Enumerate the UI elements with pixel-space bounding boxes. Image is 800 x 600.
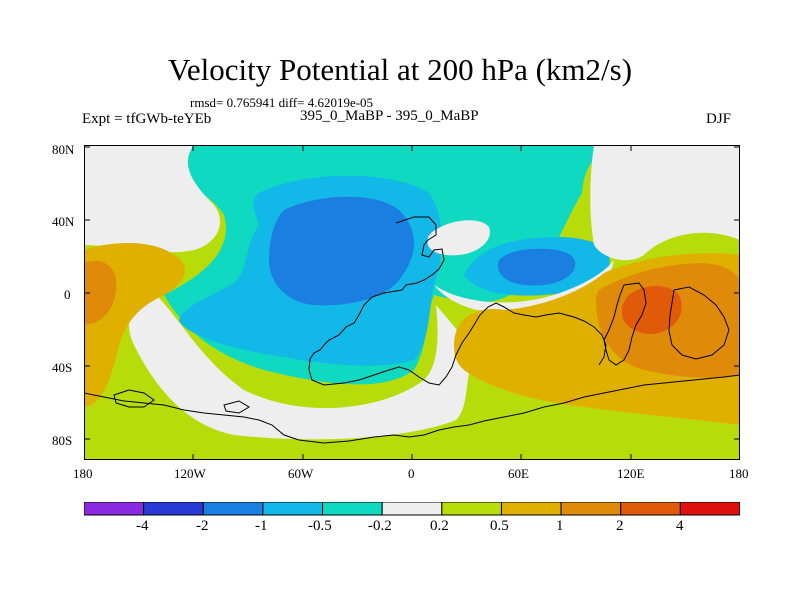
y-tick-label: 0 (64, 287, 71, 302)
colorbar-label: -1 (255, 518, 268, 534)
colorbar-label: 0.2 (430, 518, 449, 534)
colorbar-box (202, 502, 264, 516)
field-blue-west (269, 196, 414, 306)
field-white-blob (427, 220, 490, 256)
colorbar-box (262, 502, 324, 516)
colorbar-label: 0.5 (490, 518, 509, 534)
colorbar-label: -0.5 (308, 518, 332, 534)
x-tick-label: 120E (617, 466, 645, 481)
colorbar-label: -0.2 (368, 518, 392, 534)
colorbar-label: 2 (616, 518, 624, 534)
colorbar-box (560, 502, 622, 516)
colorbar-label: -2 (196, 518, 209, 534)
y-tick-label: 40S (52, 360, 73, 375)
x-tick-label: 60E (508, 466, 529, 481)
coastline-southern-landmass (84, 374, 740, 444)
x-tick-label: 120W (174, 466, 206, 481)
colorbar-label: -4 (136, 518, 149, 534)
field-white-north-east (590, 145, 740, 261)
colorbar-box (620, 502, 681, 516)
y-tick-label: 80N (52, 142, 75, 157)
colorbar-box (679, 502, 740, 516)
colorbar-label: 4 (676, 518, 684, 534)
coastline-far-east-landmass (668, 286, 730, 360)
experiment-label: Expt = tfGWb-teYEb (82, 111, 212, 127)
coastline-eastern-landmass (603, 282, 647, 366)
colorbar-box (381, 502, 443, 516)
colorbar-boxes (84, 502, 740, 516)
colorbar-box (84, 502, 145, 516)
field-orange-west (84, 260, 117, 325)
x-tick-label: 180 (73, 466, 93, 481)
difference-label: 395_0_MaBP - 395_0_MaBP (300, 108, 479, 124)
y-tick-label: 80S (52, 433, 73, 448)
plot-title: Velocity Potential at 200 hPa (km2/s) (167, 52, 633, 87)
colorbar-box (322, 502, 383, 516)
x-tick-label: 0 (408, 466, 415, 481)
coastline-western-islands (113, 389, 250, 414)
field-white-north-west (84, 145, 221, 253)
season-label: DJF (706, 111, 732, 127)
colorbar-box (143, 502, 204, 516)
colorbar (84, 502, 740, 516)
velocity-potential-map (84, 145, 740, 460)
y-tick-label: 40N (52, 214, 75, 229)
axis-ticks (84, 145, 740, 460)
coastline-northern-landmass (308, 216, 607, 386)
colorbar-label: 1 (556, 518, 564, 534)
x-tick-label: 60W (288, 466, 314, 481)
stats-text: rmsd= 0.765941 diff= 4.62019e-05 (190, 95, 374, 110)
field-dark-orange-core (621, 286, 682, 334)
coastline-outlines (84, 216, 740, 444)
colorbar-box (500, 502, 562, 516)
field-blue-east (497, 248, 576, 286)
field-white-south (128, 285, 474, 440)
x-tick-label: 180 (729, 466, 749, 481)
colorbar-box (441, 502, 502, 516)
